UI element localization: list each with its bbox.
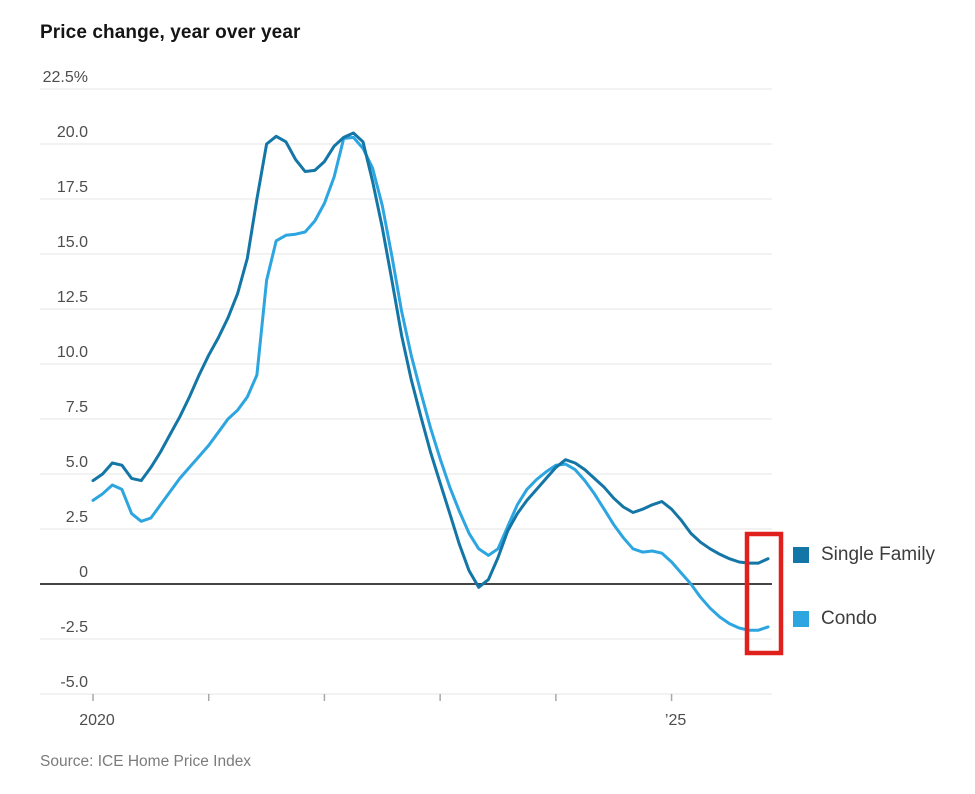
y-axis-label: 17.5 (57, 179, 88, 196)
y-axis-label: 2.5 (66, 509, 88, 526)
y-axis-label: 5.0 (66, 454, 88, 471)
legend: Single Family Condo (793, 543, 973, 674)
y-axis-label: 20.0 (57, 124, 88, 141)
x-axis-label: ’25 (665, 712, 686, 729)
legend-label-single-family: Single Family (821, 543, 936, 565)
single-family-swatch (793, 546, 809, 563)
latest-values-highlight-box (744, 531, 784, 656)
condo-swatch (793, 610, 809, 627)
legend-label-condo: Condo (821, 607, 877, 629)
series-line-single-family (91, 131, 770, 589)
y-axis-label: 7.5 (66, 399, 88, 416)
y-axis-label: 15.0 (57, 234, 88, 251)
y-axis-label: -5.0 (60, 674, 88, 691)
legend-item-condo: Condo (793, 607, 973, 629)
y-axis-label: 12.5 (57, 289, 88, 306)
y-axis-label: 10.0 (57, 344, 88, 361)
y-axis-label: -2.5 (60, 619, 88, 636)
y-axis-label: 0 (79, 564, 88, 581)
x-axis-label: 2020 (79, 712, 115, 729)
chart-title: Price change, year over year (40, 22, 301, 43)
y-axis-label: 22.5% (43, 69, 88, 86)
source-note: Source: ICE Home Price Index (40, 753, 252, 770)
legend-item-single-family: Single Family (793, 543, 973, 565)
series-line-condo (91, 135, 770, 632)
